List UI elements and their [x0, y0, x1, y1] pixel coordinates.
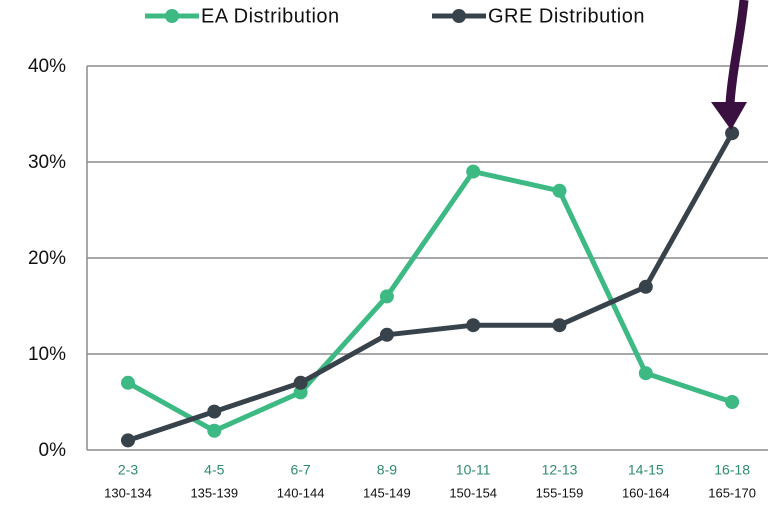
- y-tick-label: 10%: [28, 344, 66, 365]
- marker: [121, 375, 135, 390]
- x-tick-label: 10-11: [456, 462, 491, 478]
- line: [126, 169, 733, 434]
- legend-marker: [165, 9, 179, 23]
- marker: [725, 395, 740, 409]
- x-tick-label: 14-15: [628, 462, 664, 478]
- x-tick-label: 12-13: [542, 462, 578, 478]
- marker: [207, 404, 222, 419]
- x-tick-label-secondary: 160-164: [622, 485, 670, 500]
- legend-label: GRE Distribution: [488, 5, 645, 27]
- y-tick-label: 40%: [28, 56, 66, 77]
- annotation-arrow: [711, 0, 749, 130]
- marker: [552, 318, 567, 333]
- marker: [552, 183, 567, 198]
- x-tick-label-secondary: 145-149: [363, 485, 411, 500]
- arrow-head: [711, 102, 747, 130]
- marker: [638, 366, 653, 381]
- legend-marker: [452, 9, 466, 23]
- marker: [293, 375, 308, 390]
- x-tick-label: 8-9: [377, 462, 397, 478]
- x-tick-label-secondary: 150-154: [449, 485, 497, 500]
- marker: [725, 126, 740, 141]
- x-tick-label: 16-18: [714, 462, 750, 478]
- y-tick-label: 20%: [28, 248, 66, 269]
- x-tick-label: 2-3: [118, 462, 138, 478]
- x-tick-label-secondary: 135-139: [190, 485, 238, 500]
- x-tick-label-secondary: 130-134: [104, 485, 152, 500]
- marker: [379, 289, 394, 304]
- x-tick-label-secondary: 165-170: [708, 485, 756, 500]
- marker: [379, 327, 394, 342]
- x-tick-label-secondary: 140-144: [277, 485, 325, 500]
- marker: [466, 318, 481, 333]
- marker: [638, 279, 653, 294]
- x-tick-label-secondary: 155-159: [536, 485, 584, 500]
- marker: [207, 423, 222, 438]
- marker: [121, 433, 135, 448]
- arrow-shaft: [725, 0, 749, 105]
- legend-label: EA Distribution: [201, 5, 340, 27]
- x-tick-label: 6-7: [290, 462, 310, 478]
- x-tick-label: 4-5: [204, 462, 224, 478]
- line: [127, 131, 735, 443]
- marker: [293, 385, 308, 400]
- y-tick-label: 0%: [39, 440, 67, 461]
- marker: [466, 164, 481, 179]
- y-tick-label: 30%: [28, 152, 66, 173]
